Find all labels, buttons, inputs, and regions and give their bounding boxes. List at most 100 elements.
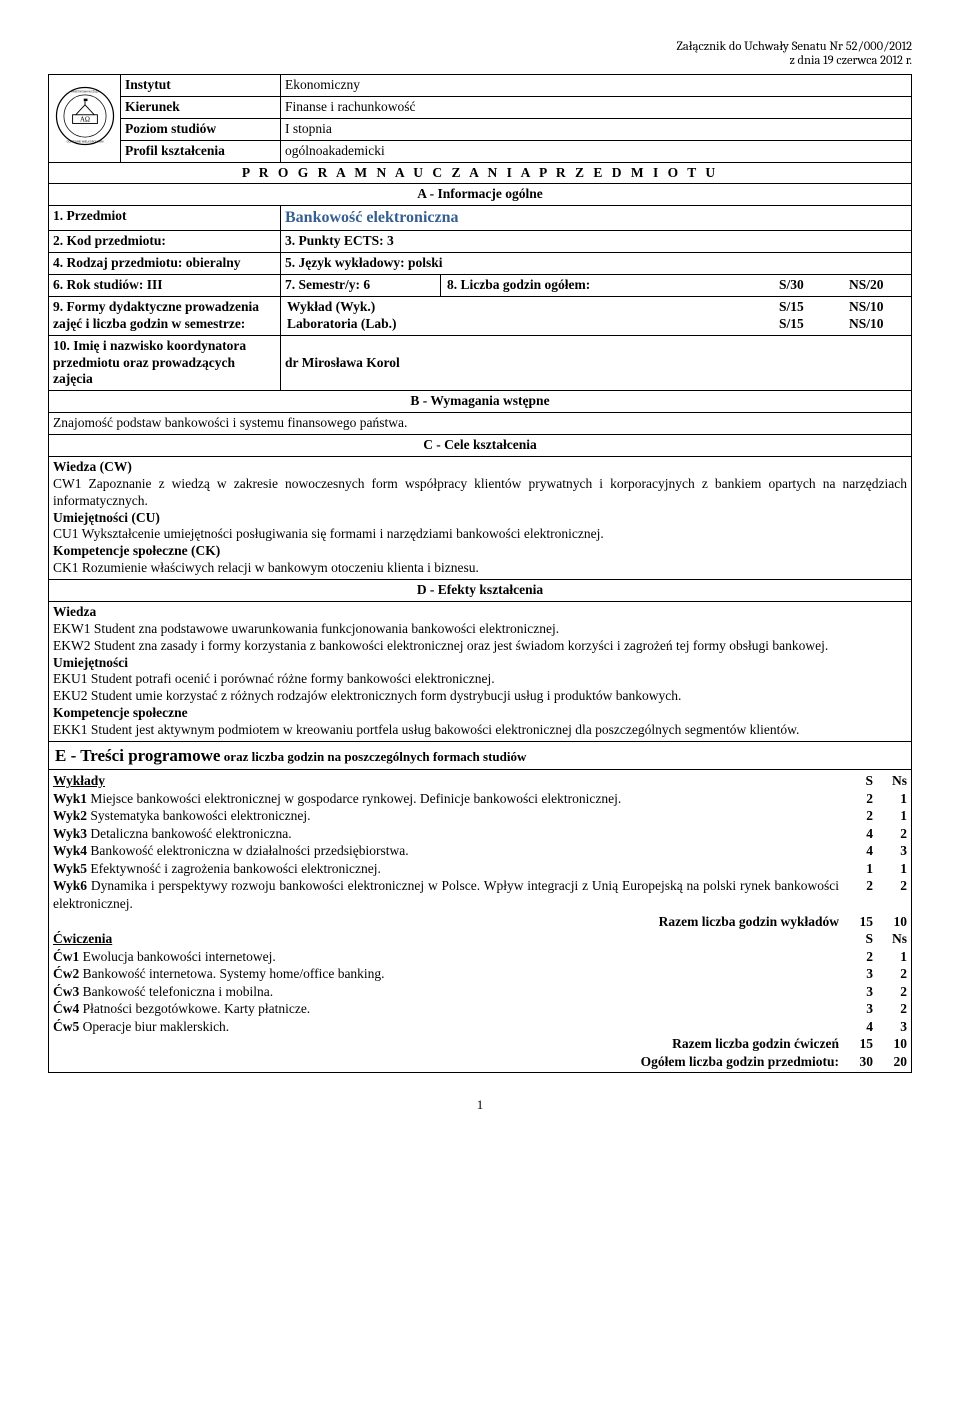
section-a-title: A - Informacje ogólne (49, 184, 912, 206)
formy-wyk-ns: NS/10 (847, 299, 907, 316)
cw-sum-ns: 10 (873, 1035, 907, 1053)
university-seal-icon: AΩ PAŃSTWOWA WYŻSZA GORZOWIE WIELKOPOLSK… (54, 85, 116, 147)
cw-s: 2 (839, 948, 873, 966)
row-formy-label: 9. Formy dydaktyczne prowadzenia zajęć i… (49, 296, 281, 335)
formy-lab-s: S/15 (777, 316, 847, 333)
wyk-ns: 1 (873, 790, 907, 808)
cw-s: 4 (839, 1018, 873, 1036)
formy-wyk-s: S/15 (777, 299, 847, 316)
wyk-row: Wyk5 Efektywność i zagrożenia bankowości… (53, 860, 839, 878)
row-koord-label: 10. Imię i nazwisko koordynatora przedmi… (49, 335, 281, 391)
row-przedmiot-label: 1. Przedmiot (49, 206, 281, 231)
section-d-body: Wiedza EKW1 Student zna podstawowe uwaru… (49, 601, 912, 741)
c-cw-text: CW1 Zapoznanie z wiedzą w zakresie nowoc… (53, 476, 907, 510)
cw-sum-label: Razem liczba godzin ćwiczeń (53, 1035, 839, 1053)
c-cw-heading: Wiedza (CW) (53, 459, 907, 476)
document-table: AΩ PAŃSTWOWA WYŻSZA GORZOWIE WIELKOPOLSK… (48, 74, 912, 1073)
header-line1: Załącznik do Uchwały Senatu Nr 52/000/20… (677, 40, 913, 54)
section-b-body: Znajomość podstaw bankowości i systemu f… (49, 413, 912, 435)
section-e-title: E - Treści programowe oraz liczba godzin… (49, 741, 912, 769)
formy-lab-label: Laboratoria (Lab.) (285, 316, 777, 333)
wyk-ns: 1 (873, 807, 907, 825)
subject-name: Bankowość elektroniczna (285, 209, 458, 226)
godzin-label: 8. Liczba godzin ogółem: (445, 277, 777, 294)
col-s: S (839, 772, 873, 790)
section-e-body: WykładySNsWyk1 Miejsce bankowości elektr… (49, 770, 912, 1073)
cw-ns: 1 (873, 948, 907, 966)
d-w-heading: Wiedza (53, 604, 907, 621)
col-ns: Ns (873, 772, 907, 790)
wyk-sum-ns: 10 (873, 913, 907, 931)
e-title-sub: oraz liczba godzin na poszczególnych for… (224, 749, 527, 764)
c-cu-heading: Umiejętności (CU) (53, 510, 907, 527)
wyk-row: Wyk2 Systematyka bankowości elektroniczn… (53, 807, 839, 825)
cw-ns: 2 (873, 965, 907, 983)
section-c-body: Wiedza (CW) CW1 Zapoznanie z wiedzą w za… (49, 456, 912, 579)
wyk-ns: 3 (873, 842, 907, 860)
formy-lab-ns: NS/10 (847, 316, 907, 333)
instytut-value: Ekonomiczny (281, 75, 912, 97)
row-godzin-ogolem: 8. Liczba godzin ogółem: S/30 NS/20 (441, 275, 912, 297)
row-formy-value: Wykład (Wyk.) S/15 NS/10 Laboratoria (La… (281, 296, 912, 335)
d-w1: EKW1 Student zna podstawowe uwarunkowani… (53, 621, 907, 638)
wyk-row: Wyk1 Miejsce bankowości elektronicznej w… (53, 790, 839, 808)
d-u-heading: Umiejętności (53, 655, 907, 672)
e-title-main: E - Treści programowe (55, 746, 220, 765)
c-ck-heading: Kompetencje społeczne (CK) (53, 543, 907, 560)
logo-cell: AΩ PAŃSTWOWA WYŻSZA GORZOWIE WIELKOPOLSK… (49, 75, 121, 163)
cw-ns: 3 (873, 1018, 907, 1036)
total-label: Ogółem liczba godzin przedmiotu: (53, 1053, 839, 1071)
instytut-label: Instytut (121, 75, 281, 97)
section-b-title: B - Wymagania wstępne (49, 391, 912, 413)
c-cu-text: CU1 Wykształcenie umiejętności posługiwa… (53, 526, 907, 543)
row-kod-label: 2. Kod przedmiotu: (49, 231, 281, 253)
c-ck-text: CK1 Rozumienie właściwych relacji w bank… (53, 560, 907, 577)
row-rodzaj: 4. Rodzaj przedmiotu: obieralny (49, 253, 281, 275)
godzin-ns: NS/20 (847, 277, 907, 294)
kierunek-value: Finanse i rachunkowość (281, 96, 912, 118)
d-w2: EKW2 Student zna zasady i formy korzysta… (53, 638, 907, 655)
d-u2: EKU2 Student umie korzystać z różnych ro… (53, 688, 907, 705)
cw-s: 3 (839, 1000, 873, 1018)
row-ects: 3. Punkty ECTS: 3 (281, 231, 912, 253)
row-przedmiot-value: Bankowość elektroniczna (281, 206, 912, 231)
formy-wyk-label: Wykład (Wyk.) (285, 299, 777, 316)
treci-table: WykładySNsWyk1 Miejsce bankowości elektr… (53, 772, 907, 1070)
row-rok: 6. Rok studiów: III (49, 275, 281, 297)
wyk-row: Wyk3 Detaliczna bankowość elektroniczna. (53, 825, 839, 843)
svg-text:GORZOWIE WIELKOPOLSKIM: GORZOWIE WIELKOPOLSKIM (66, 139, 103, 143)
page-number: 1 (48, 1097, 912, 1113)
poziom-label: Poziom studiów (121, 118, 281, 140)
wyk-ns: 2 (873, 825, 907, 843)
row-koord-value: dr Mirosława Korol (281, 335, 912, 391)
wyk-s: 2 (839, 807, 873, 825)
cw-ns: 2 (873, 1000, 907, 1018)
profil-label: Profil kształcenia (121, 140, 281, 162)
svg-text:AΩ: AΩ (80, 116, 90, 123)
wyk-row: Wyk4 Bankowość elektroniczna w działalno… (53, 842, 839, 860)
cw-row: Ćw4 Płatności bezgotówkowe. Karty płatni… (53, 1000, 839, 1018)
cw-sum-s: 15 (839, 1035, 873, 1053)
row-semestr: 7. Semestr/y: 6 (281, 275, 441, 297)
d-k-heading: Kompetencje społeczne (53, 705, 907, 722)
wyk-s: 2 (839, 790, 873, 808)
wyk-s: 1 (839, 860, 873, 878)
wyk-ns: 2 (873, 877, 907, 912)
total-ns: 20 (873, 1053, 907, 1071)
section-c-title: C - Cele kształcenia (49, 435, 912, 457)
profil-value: ogólnoakademicki (281, 140, 912, 162)
total-s: 30 (839, 1053, 873, 1071)
program-title: P R O G R A M N A U C Z A N I A P R Z E … (49, 162, 912, 184)
col-ns2: Ns (873, 930, 907, 948)
header-line2: z dnia 19 czerwca 2012 r. (789, 54, 912, 68)
row-jezyk: 5. Język wykładowy: polski (281, 253, 912, 275)
wyk-header: Wykłady (53, 772, 839, 790)
d-u1: EKU1 Student potrafi ocenić i porównać r… (53, 671, 907, 688)
wyk-sum-label: Razem liczba godzin wykładów (53, 913, 839, 931)
d-k1: EKK1 Student jest aktywnym podmiotem w k… (53, 722, 907, 739)
cw-row: Ćw2 Bankowość internetowa. Systemy home/… (53, 965, 839, 983)
wyk-s: 2 (839, 877, 873, 912)
poziom-value: I stopnia (281, 118, 912, 140)
cw-header: Ćwiczenia (53, 930, 839, 948)
cw-row: Ćw3 Bankowość telefoniczna i mobilna. (53, 983, 839, 1001)
